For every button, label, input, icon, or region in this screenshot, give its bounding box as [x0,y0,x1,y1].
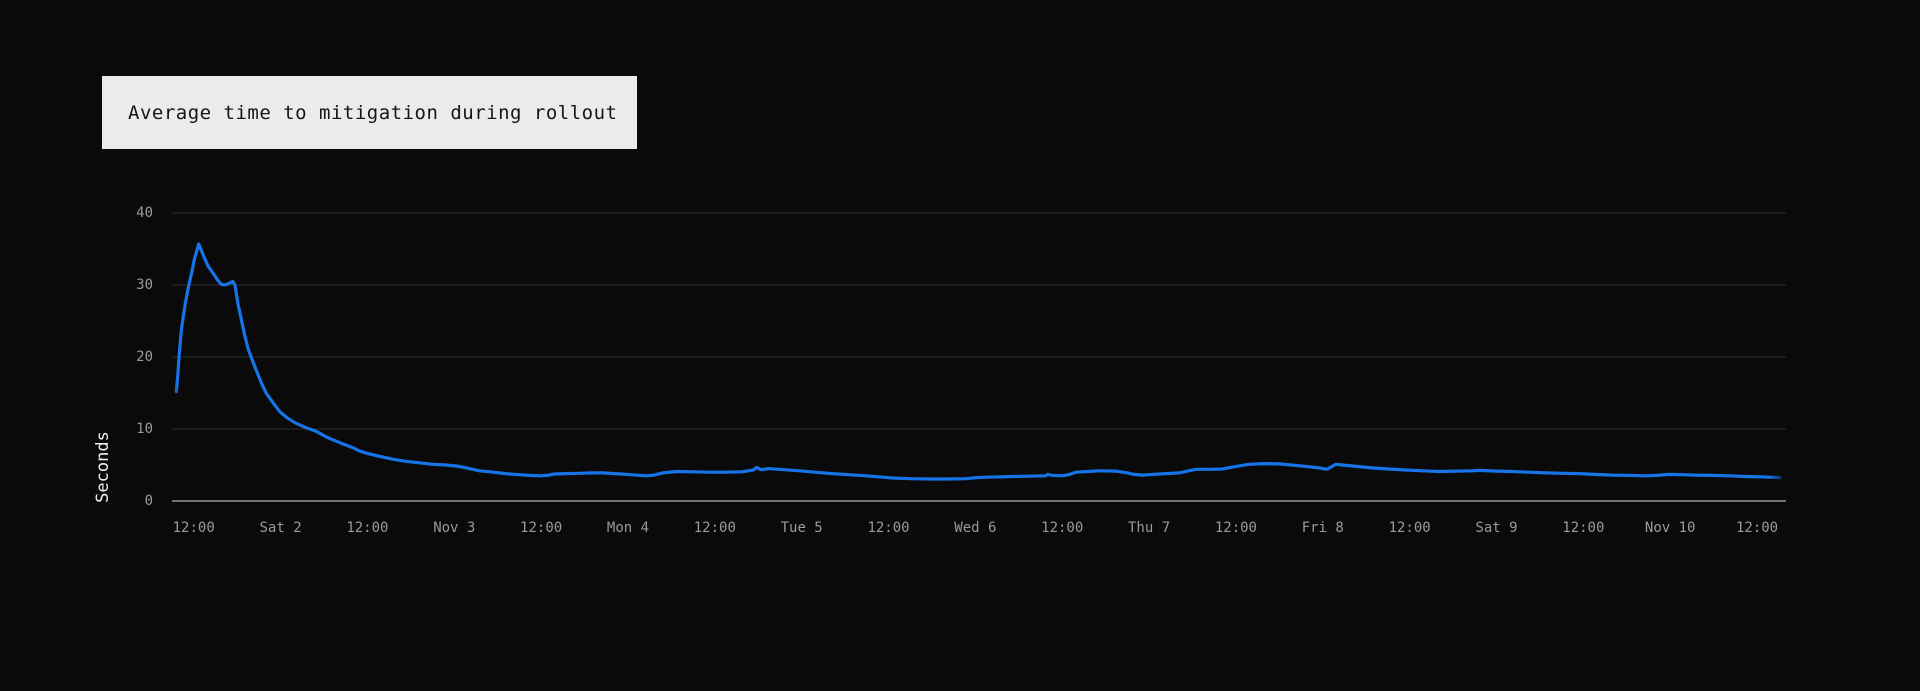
x-tick-label: 12:00 [1214,520,1257,536]
chart-title: Average time to mitigation during rollou… [128,101,618,124]
x-tick-label: 12:00 [172,520,215,536]
x-tick-label: Wed 6 [954,520,997,536]
x-tick-label: 12:00 [867,520,910,536]
y-tick-label: 20 [136,349,153,365]
gridlines [172,212,1786,502]
x-tick-label: Sat 2 [259,520,302,536]
line-end-fade [1770,468,1788,484]
y-tick-label: 10 [136,421,153,437]
x-tick-label: 12:00 [693,520,736,536]
x-tick-label: Fri 8 [1301,520,1344,536]
x-tick-label: 12:00 [1735,520,1779,536]
line-start-fade [171,388,182,410]
y-tick-label: 40 [136,205,153,221]
x-tick-label: Nov 3 [433,520,476,536]
x-tick-label: Tue 5 [780,520,823,536]
x-tick-label: 12:00 [1041,520,1084,536]
y-tick-label: 0 [144,493,153,509]
y-axis-title: Seconds [93,431,113,503]
x-tick-label: 12:00 [346,520,389,536]
series-line [174,242,1782,481]
x-tick-label: Nov 10 [1644,520,1696,536]
x-tick-label: 12:00 [1388,520,1431,536]
chart-title-card: Average time to mitigation during rollou… [102,76,637,149]
x-tick-label: Sat 9 [1475,520,1518,536]
x-tick-label: Thu 7 [1128,520,1171,536]
x-tick-label: Mon 4 [606,520,650,536]
y-tick-label: 30 [136,277,153,293]
x-tick-label: 12:00 [1562,520,1605,536]
series-line-group [174,242,1782,481]
x-tick-label: 12:00 [520,520,563,536]
